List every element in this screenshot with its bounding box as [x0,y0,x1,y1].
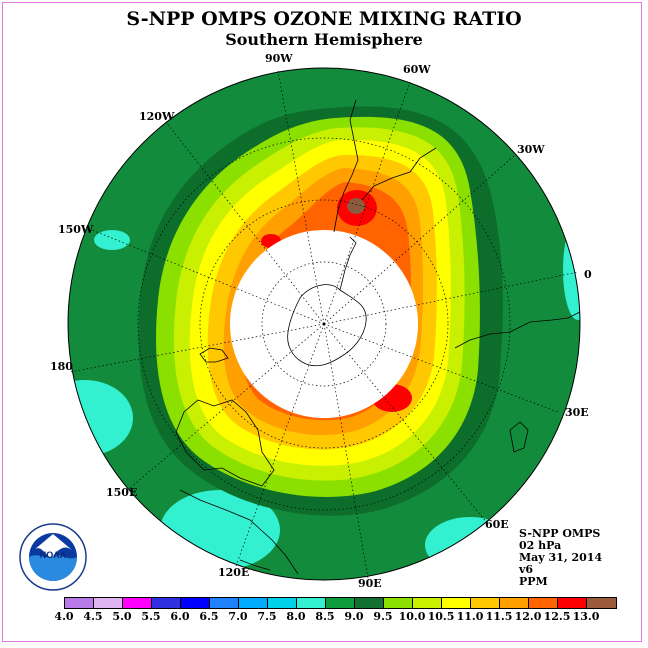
lon-label-150e: 150E [106,486,138,499]
colorbar [64,597,617,609]
colorbar-swatch [181,598,210,608]
map-subtitle: Southern Hemisphere [225,30,423,49]
colorbar-tick-label: 10.0 [398,610,426,623]
lon-label-150w: 150W [58,223,94,236]
colorbar-swatch [268,598,297,608]
colorbar-tick-label: 7.0 [228,610,248,623]
colorbar-tick-label: 9.0 [344,610,364,623]
colorbar-swatch [442,598,471,608]
coastlines [175,99,581,575]
colorbar-tick-label: 6.0 [170,610,190,623]
noaa-logo: NOAA [19,523,87,591]
colorbar-tick-label: 4.0 [54,610,74,623]
info-version: v6 [519,563,534,576]
colorbar-tick-label: 8.0 [286,610,306,623]
info-level: 02 hPa [519,539,562,552]
colorbar-tick-label: 4.5 [83,610,103,623]
colorbar-swatch [500,598,529,608]
lon-label-120w: 120W [139,110,175,123]
colorbar-tick-label: 6.5 [199,610,219,623]
info-instrument: S-NPP OMPS [519,527,601,540]
lon-label-0: 0 [584,268,592,281]
colorbar-tick-label: 9.5 [373,610,393,623]
colorbar-tick-label: 5.5 [141,610,161,623]
info-block: S-NPP OMPS 02 hPa May 31, 2014 v6 PPM [519,528,602,588]
colorbar-swatch [413,598,442,608]
colorbar-tick-label: 7.5 [257,610,277,623]
africa-coast [454,311,581,349]
south-pole-marker [322,322,326,326]
colorbar-tick-label: 12.5 [543,610,571,623]
colorbar-tick-label: 12.0 [514,610,542,623]
colorbar-tick-label: 11.5 [485,610,513,623]
madagascar-coast [509,421,529,453]
colorbar-swatch [326,598,355,608]
page-frame [2,2,642,642]
colorbar-tick-label: 8.5 [315,610,335,623]
colorbar-swatch [297,598,326,608]
lon-label-30w: 30W [517,143,545,156]
colorbar-ticks: 4.0 4.5 5.0 5.5 6.0 6.5 7.0 7.5 8.0 8.5 9.0 9.5 10.0… [50,610,610,624]
colorbar-swatch [210,598,239,608]
graticule [69,70,579,579]
colorbar-tick-label: 5.0 [112,610,132,623]
colorbar-swatch [471,598,500,608]
colorbar-swatch [529,598,558,608]
lon-label-60e: 60E [485,518,509,531]
colorbar-swatch [123,598,152,608]
info-date: May 31, 2014 [519,551,603,564]
map-border [67,67,581,581]
new-zealand-coast [199,347,229,363]
colorbar-swatch [239,598,268,608]
info-units: PPM [519,575,548,588]
southeast-asia-coast [179,489,299,575]
colorbar-swatch [355,598,384,608]
field-low-northwest [94,230,130,250]
map-title: S-NPP OMPS OZONE MIXING RATIO [126,8,522,30]
antarctic-peninsula [339,236,357,291]
colorbar-tick-label: 10.5 [427,610,455,623]
south-america-coast [333,99,437,233]
colorbar-swatch [152,598,181,608]
lon-label-90w: 90W [265,52,293,65]
australia-coast [175,399,275,487]
colorbar-swatch [587,598,616,608]
field-low-west [68,380,133,456]
colorbar-swatch [384,598,413,608]
colorbar-swatch [94,598,123,608]
lon-label-180: 180 [50,360,73,373]
field-peak-north [347,198,365,214]
colorbar-tick-label: 13.0 [572,610,600,623]
colorbar-tick-label: 11.0 [456,610,484,623]
noaa-logo-text: NOAA [40,550,67,560]
lon-label-30e: 30E [565,406,589,419]
colorbar-swatch [65,598,94,608]
lon-label-90e: 90E [358,577,382,590]
lon-label-60w: 60W [403,63,431,76]
lon-label-120e: 120E [218,566,250,579]
colorbar-swatch [558,598,587,608]
